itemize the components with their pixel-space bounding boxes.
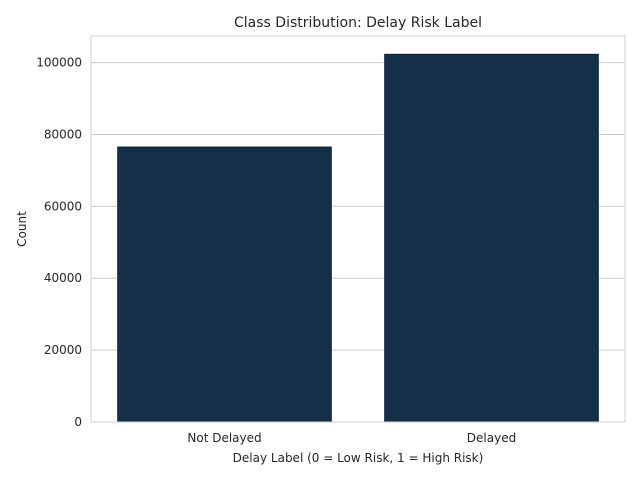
y-tick-label: 40000 [44,271,82,285]
x-tick-label: Delayed [467,431,516,445]
x-tick-label: Not Delayed [187,431,261,445]
x-axis-label: Delay Label (0 = Low Risk, 1 = High Risk… [233,451,484,465]
bar-not-delayed [117,146,332,423]
bar-layer [117,53,599,423]
y-tick-labels: 0 20000 40000 60000 80000 100000 [36,56,82,429]
bar-delayed [384,53,599,423]
y-tick-label: 20000 [44,343,82,357]
x-tick-labels: Not Delayed Delayed [187,431,516,445]
y-tick-label: 80000 [44,127,82,141]
y-tick-label: 100000 [36,56,82,70]
y-axis-label: Count [15,211,29,247]
plot-frame [90,35,626,423]
y-tick-label: 60000 [44,199,82,213]
chart-title: Class Distribution: Delay Risk Label [234,15,482,31]
y-tick-label: 0 [74,415,82,429]
